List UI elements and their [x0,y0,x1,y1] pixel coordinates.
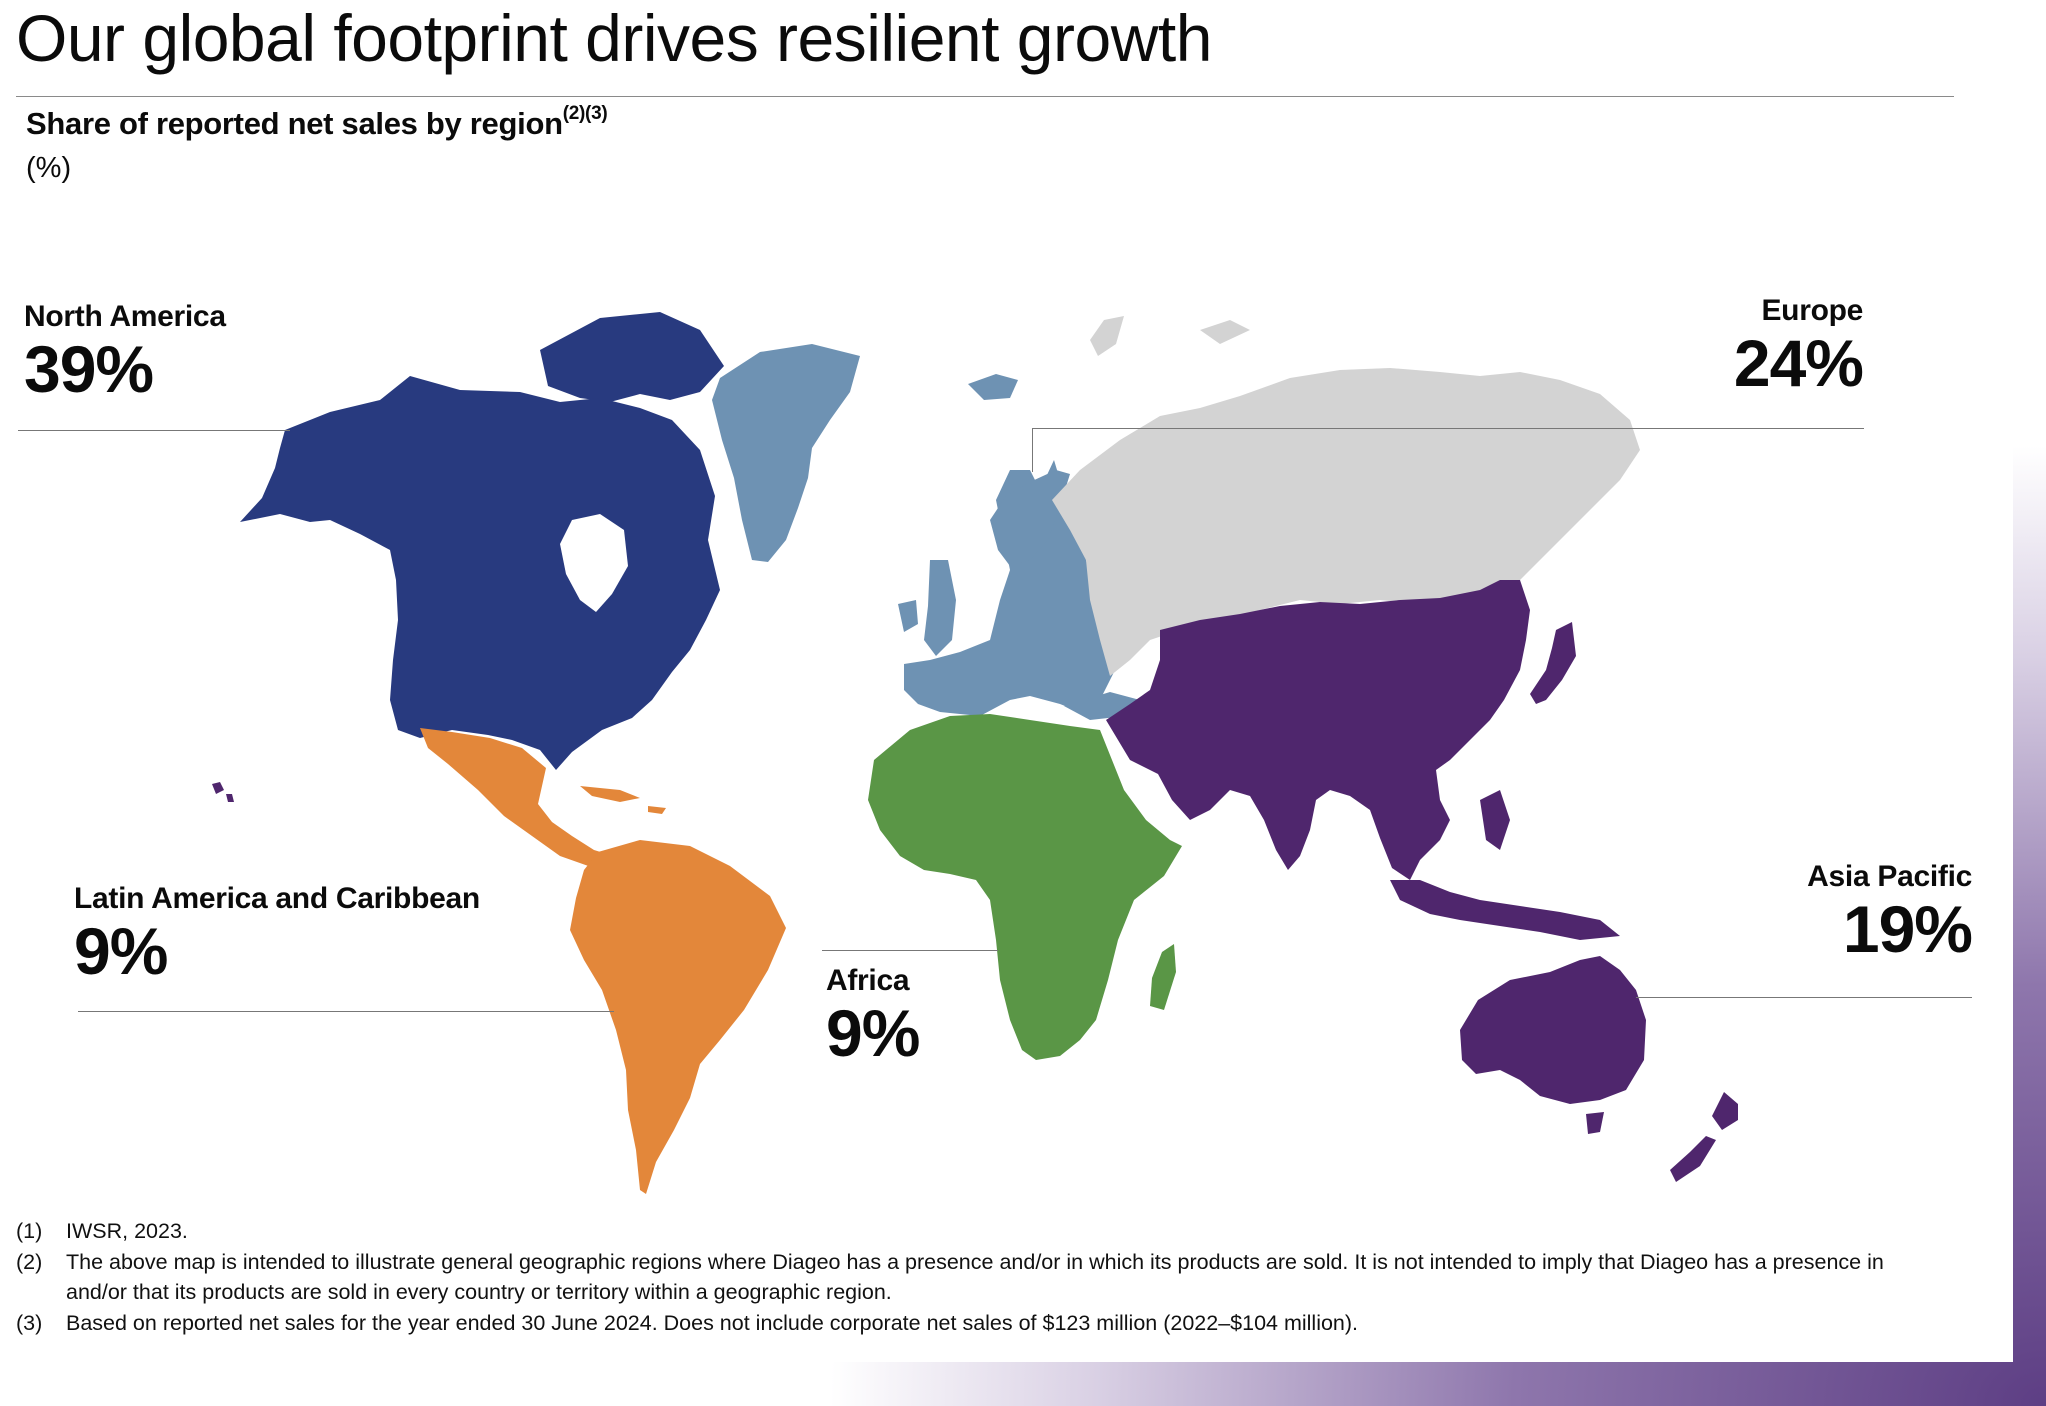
region-greenland [712,344,860,562]
label-asia-pacific-name: Asia Pacific [1807,860,1972,893]
leader-europe [1032,428,1864,429]
leader-asia-pacific [1636,997,1972,998]
chart-subtitle: Share of reported net sales by region(2)… [26,103,608,142]
region-iceland [968,374,1018,400]
label-north-america-value: 39% [24,332,154,406]
label-latin-america-value: 9% [74,914,168,988]
region-central-america [420,728,620,868]
chart-subtitle-text: Share of reported net sales by region [26,106,563,141]
region-arctic-russia [1090,316,1250,356]
leader-europe-drop [1032,428,1033,472]
leader-north-america [18,430,290,431]
region-arctic-islands [540,312,724,402]
region-north-america [240,376,720,770]
region-australia [1460,956,1646,1104]
region-tasmania [1586,1112,1604,1134]
label-latin-america-name: Latin America and Caribbean [74,882,480,915]
leader-africa [822,950,998,951]
footnote-number: (2) [16,1249,43,1274]
label-asia-pacific-value: 19% [1842,892,1973,966]
label-africa: Africa 9% [826,964,920,1070]
region-russia [1052,368,1640,676]
label-africa-name: Africa [826,964,910,997]
label-africa-value: 9% [826,996,920,1070]
region-asia-pacific [1106,580,1530,880]
footnote-text: The above map is intended to illustrate … [66,1249,1884,1305]
footnote-1: (1) IWSR, 2023. [16,1216,1916,1247]
label-north-america-name: North America [24,300,226,333]
region-uk-ireland [898,560,956,656]
subtitle-footnote-refs: (2)(3) [562,103,608,124]
footnote-number: (1) [16,1219,43,1243]
region-japan [1530,622,1576,704]
footnote-number: (3) [16,1310,43,1335]
title-divider [16,96,1954,97]
leader-latin-america [78,1011,614,1012]
region-south-america [570,840,786,1194]
region-indonesia [1390,790,1620,940]
hudson-bay [560,514,628,612]
footnotes: (1) IWSR, 2023. (2) The above map is int… [16,1216,1916,1338]
footnote-text: Based on reported net sales for the year… [66,1310,1359,1335]
region-scandinavia [990,470,1070,566]
label-asia-pacific: Asia Pacific 19% [1700,860,1973,966]
label-latin-america: Latin America and Caribbean 9% [74,882,480,986]
label-europe-name: Europe [1761,294,1863,327]
chart-unit: (%) [26,152,72,184]
page-title: Our global footprint drives resilient gr… [16,1,1212,75]
footnote-text: IWSR, 2023. [66,1219,188,1243]
region-hawaii [212,782,234,802]
label-europe-value: 24% [1733,326,1864,400]
region-new-zealand [1670,1092,1738,1182]
footnote-3: (3) Based on reported net sales for the … [16,1308,1916,1339]
footnote-2: (2) The above map is intended to illustr… [16,1247,1916,1308]
label-europe: Europe 24% [1600,294,1864,400]
region-africa [868,714,1182,1060]
label-north-america: North America 39% [24,300,226,404]
region-madagascar [1150,944,1176,1010]
region-caribbean [580,786,666,814]
region-europe-west [904,460,1114,716]
